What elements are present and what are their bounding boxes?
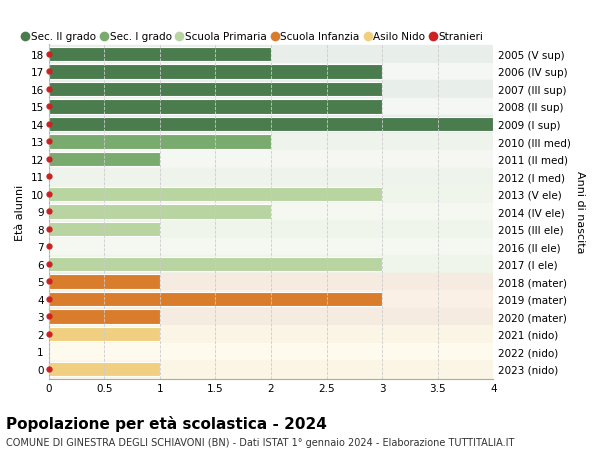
Bar [49,187,382,202]
Bar [49,152,160,167]
Bar [49,325,493,343]
Bar [49,362,160,376]
Bar [49,308,493,325]
Bar [49,65,382,79]
Bar [49,168,493,186]
Bar [49,309,160,324]
Bar [49,100,382,114]
Bar [49,205,271,219]
Bar [49,48,271,62]
Bar [49,116,493,134]
Bar [49,81,493,99]
Legend: Sec. II grado, Sec. I grado, Scuola Primaria, Scuola Infanzia, Asilo Nido, Stran: Sec. II grado, Sec. I grado, Scuola Prim… [23,32,484,42]
Bar [49,186,493,203]
Text: Popolazione per età scolastica - 2024: Popolazione per età scolastica - 2024 [6,415,327,431]
Bar [49,327,160,341]
Bar [49,273,493,291]
Bar [49,135,271,149]
Bar [49,256,493,273]
Bar [49,291,493,308]
Bar [49,274,160,289]
Text: COMUNE DI GINESTRA DEGLI SCHIAVONI (BN) - Dati ISTAT 1° gennaio 2024 - Elaborazi: COMUNE DI GINESTRA DEGLI SCHIAVONI (BN) … [6,437,514,447]
Bar [49,221,493,238]
Bar [49,222,160,236]
Bar [49,151,493,168]
Y-axis label: Anni di nascita: Anni di nascita [575,171,585,253]
Bar [49,360,493,378]
Y-axis label: Età alunni: Età alunni [15,184,25,240]
Bar [49,64,493,81]
Bar [49,257,382,272]
Bar [49,46,493,64]
Bar [49,83,382,97]
Bar [49,292,382,307]
Bar [49,134,493,151]
Bar [49,343,493,360]
Bar [49,238,493,256]
Bar [49,99,493,116]
Bar [49,203,493,221]
Bar [49,118,493,132]
